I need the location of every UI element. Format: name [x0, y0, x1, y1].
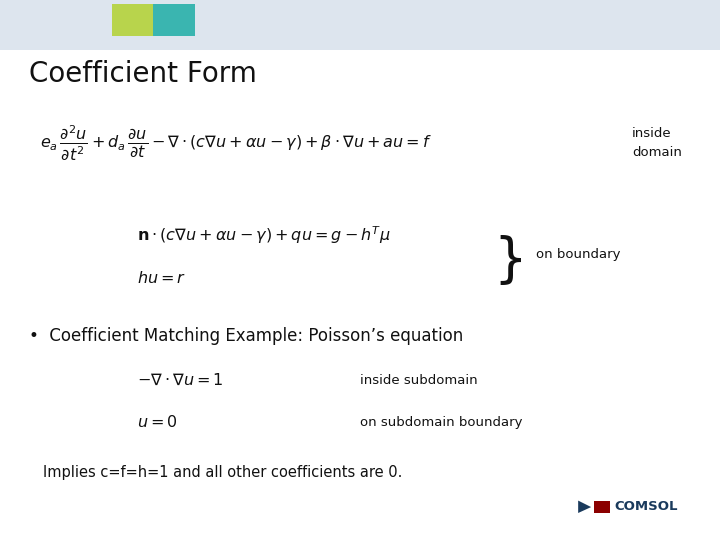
Text: inside subdomain: inside subdomain	[360, 374, 477, 387]
Text: $u=0$: $u=0$	[137, 414, 178, 430]
Text: $e_a\,\dfrac{\partial^2 u}{\partial t^2}+d_a\,\dfrac{\partial u}{\partial t}-\na: $e_a\,\dfrac{\partial^2 u}{\partial t^2}…	[40, 124, 432, 163]
Text: inside
domain: inside domain	[632, 127, 682, 159]
Text: on subdomain boundary: on subdomain boundary	[360, 416, 523, 429]
Text: $hu=r$: $hu=r$	[137, 270, 186, 286]
Text: $\mathbf{n}\cdot(c\nabla u+\alpha u-\gamma)+qu=g-h^T\mu$: $\mathbf{n}\cdot(c\nabla u+\alpha u-\gam…	[137, 224, 390, 246]
FancyBboxPatch shape	[153, 4, 195, 36]
Text: •  Coefficient Matching Example: Poisson’s equation: • Coefficient Matching Example: Poisson’…	[29, 327, 463, 345]
Polygon shape	[578, 501, 591, 513]
Text: Coefficient Form: Coefficient Form	[29, 60, 256, 89]
Text: $\}$: $\}$	[493, 233, 522, 287]
FancyBboxPatch shape	[594, 501, 610, 513]
Text: COMSOL: COMSOL	[614, 500, 678, 513]
Text: Implies c=f=h=1 and all other coefficients are 0.: Implies c=f=h=1 and all other coefficien…	[43, 465, 402, 480]
FancyBboxPatch shape	[112, 4, 153, 36]
FancyBboxPatch shape	[0, 0, 720, 50]
Text: $-\nabla\cdot\nabla u=1$: $-\nabla\cdot\nabla u=1$	[137, 373, 223, 388]
Text: on boundary: on boundary	[536, 248, 621, 261]
